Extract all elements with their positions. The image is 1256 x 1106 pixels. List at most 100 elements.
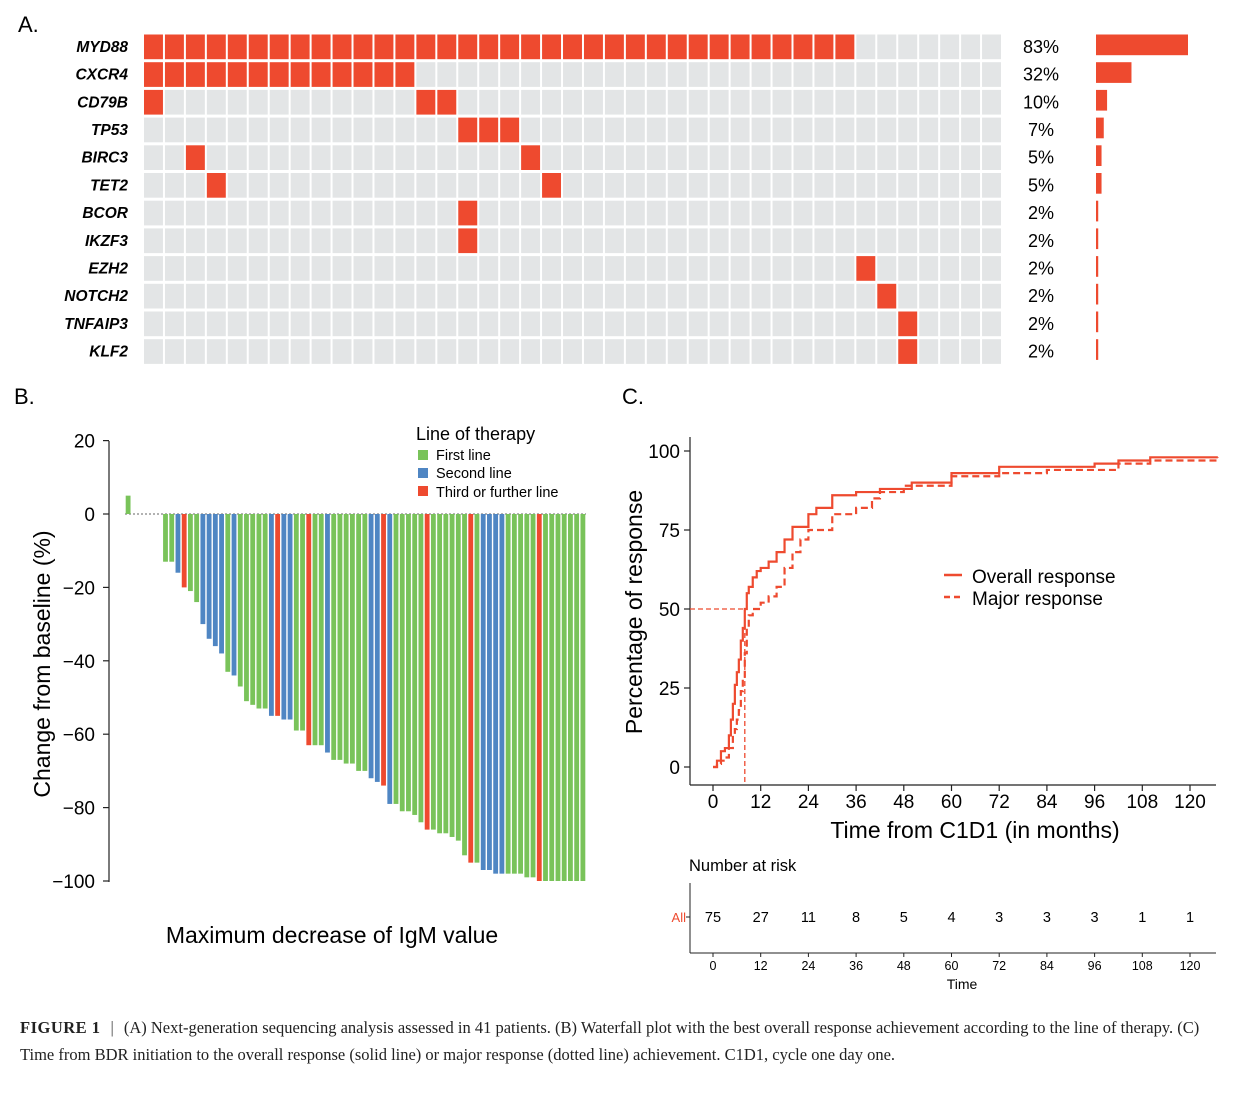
empty-cell <box>164 311 184 337</box>
frequency-bar <box>1096 145 1102 166</box>
empty-cell <box>542 62 562 87</box>
waterfall-bar <box>188 514 193 592</box>
mutation-cell <box>416 34 436 60</box>
empty-cell <box>500 228 520 254</box>
waterfall-bar <box>468 514 474 863</box>
figure-caption: FIGURE 1 | (A) Next-generation sequencing … <box>20 1014 1236 1068</box>
empty-cell <box>604 173 624 198</box>
frequency-bar <box>1096 62 1132 83</box>
empty-cell <box>583 62 603 87</box>
empty-cell <box>416 311 436 337</box>
empty-cell <box>940 173 960 198</box>
waterfall-bar <box>381 514 386 786</box>
mutation-cell <box>227 34 247 60</box>
empty-cell <box>961 34 981 60</box>
empty-cell <box>164 283 184 309</box>
risk-count: 75 <box>705 910 721 926</box>
median-reference-lines <box>690 608 746 785</box>
empty-cell <box>311 283 331 309</box>
empty-cell <box>227 145 247 170</box>
empty-cell <box>877 62 897 87</box>
empty-cell <box>856 34 876 60</box>
empty-cell <box>730 62 750 87</box>
empty-cell <box>206 256 226 281</box>
empty-cell <box>416 200 436 226</box>
waterfall-bar <box>250 514 256 705</box>
empty-cell <box>583 311 603 337</box>
empty-cell <box>667 256 687 281</box>
empty-cell <box>898 62 918 87</box>
empty-cell <box>500 145 520 170</box>
empty-cell <box>688 200 708 226</box>
waterfall-bar <box>225 514 231 672</box>
empty-cell <box>793 62 813 87</box>
mutation-cell <box>353 62 373 87</box>
empty-cell <box>542 117 562 143</box>
risk-count: 1 <box>1186 910 1194 926</box>
empty-cell <box>164 89 184 115</box>
mutation-cell <box>416 89 436 115</box>
empty-cell <box>814 173 834 198</box>
empty-cell <box>667 89 687 115</box>
empty-cell <box>185 283 205 309</box>
empty-cell <box>919 256 939 281</box>
empty-cell <box>751 339 771 364</box>
empty-cell <box>353 311 373 337</box>
legend-swatch-third-line <box>418 486 428 496</box>
empty-cell <box>793 311 813 337</box>
empty-cell <box>353 228 373 254</box>
empty-cell <box>604 228 624 254</box>
empty-cell <box>877 117 897 143</box>
empty-cell <box>730 145 750 170</box>
empty-cell <box>856 283 876 309</box>
y-tick-label: −40 <box>63 652 95 673</box>
empty-cell <box>772 228 792 254</box>
mutation-cell <box>772 34 792 60</box>
empty-cell <box>898 173 918 198</box>
mutation-cell <box>144 34 163 60</box>
waterfall-bar <box>231 514 237 676</box>
empty-cell <box>521 173 541 198</box>
km-x-axis-title: Time from C1D1 (in months) <box>830 817 1119 843</box>
empty-cell <box>919 200 939 226</box>
empty-cell <box>646 311 666 337</box>
empty-cell <box>332 339 352 364</box>
empty-cell <box>437 339 457 364</box>
empty-cell <box>625 117 645 143</box>
empty-cell <box>416 339 436 364</box>
empty-cell <box>479 311 499 337</box>
empty-cell <box>479 200 499 226</box>
empty-cell <box>730 89 750 115</box>
mutation-cell <box>898 311 918 337</box>
gene-label-ezh2: EZH2 <box>88 260 128 277</box>
empty-cell <box>479 145 499 170</box>
empty-cell <box>416 256 436 281</box>
empty-cell <box>185 89 205 115</box>
empty-cell <box>604 117 624 143</box>
empty-cell <box>772 145 792 170</box>
empty-cell <box>583 173 603 198</box>
waterfall-bar <box>219 514 224 654</box>
empty-cell <box>500 62 520 87</box>
empty-cell <box>730 256 750 281</box>
km-y-axis-title: Percentage of response <box>621 490 647 734</box>
empty-cell <box>709 311 729 337</box>
empty-cell <box>269 200 289 226</box>
x-tick-label: 24 <box>798 792 820 813</box>
empty-cell <box>185 228 205 254</box>
waterfall-bar <box>487 514 492 870</box>
mutation-cell <box>709 34 729 60</box>
empty-cell <box>772 256 792 281</box>
panel-a-label: A. <box>18 12 39 37</box>
empty-cell <box>374 117 394 143</box>
waterfall-bar <box>474 514 480 863</box>
empty-cell <box>604 311 624 337</box>
empty-cell <box>479 228 499 254</box>
empty-cell <box>248 145 268 170</box>
legend-label-major: Major response <box>972 589 1103 610</box>
empty-cell <box>667 173 687 198</box>
empty-cell <box>688 256 708 281</box>
empty-cell <box>563 283 582 309</box>
empty-cell <box>416 228 436 254</box>
frequency-bar <box>1096 117 1104 139</box>
